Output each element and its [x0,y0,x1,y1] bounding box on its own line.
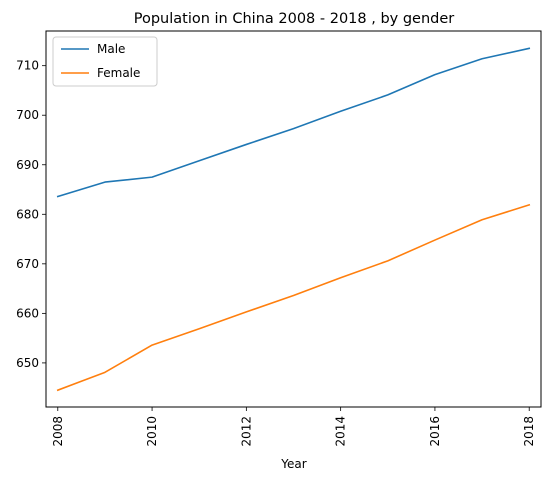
legend-label-female: Female [97,66,140,80]
legend: Male Female [53,37,157,86]
y-tick-label: 680 [16,207,39,221]
x-axis-label: Year [280,457,306,471]
x-tick-label: 2012 [239,416,253,447]
plot-area [58,48,529,390]
legend-label-male: Male [97,42,125,56]
y-tick-label: 710 [16,59,39,73]
x-tick-label: 2014 [334,416,348,447]
chart-title: Population in China 2008 - 2018 , by gen… [134,11,455,27]
x-tick-label: 2018 [522,416,536,447]
x-axis: 2008 2010 2012 2014 2016 2018 [51,407,536,447]
y-tick-label: 690 [16,158,39,172]
plot-frame [46,31,541,407]
x-tick-label: 2016 [428,416,442,447]
series-line-female [58,205,529,390]
x-tick-label: 2010 [145,416,159,447]
y-tick-label: 650 [16,356,39,370]
y-tick-label: 670 [16,257,39,271]
y-axis: 650 660 670 680 690 700 710 [16,59,46,370]
x-tick-label: 2008 [51,416,65,447]
y-tick-label: 700 [16,108,39,122]
y-tick-label: 660 [16,306,39,320]
